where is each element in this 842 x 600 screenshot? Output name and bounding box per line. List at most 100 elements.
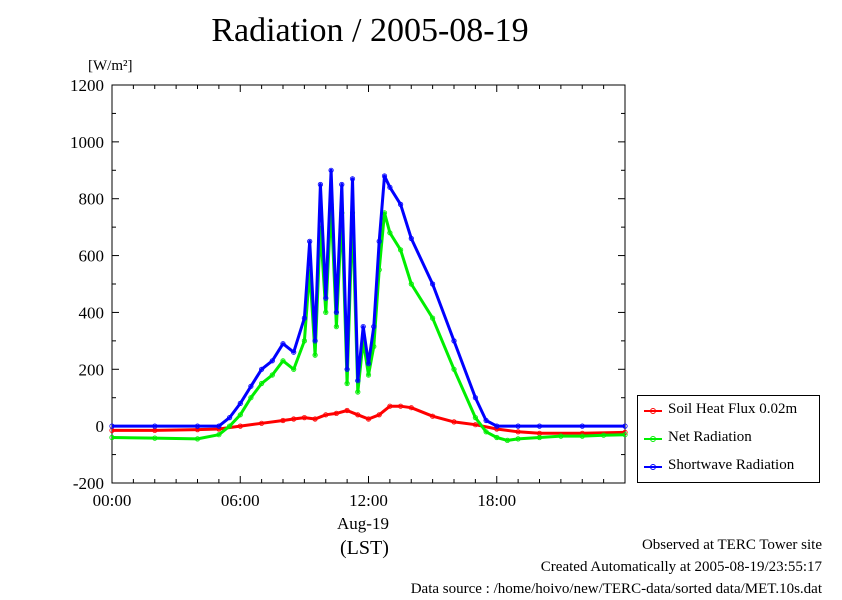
data-point	[365, 372, 372, 378]
plot-frame	[111, 84, 626, 484]
x-tick-label: 06:00	[221, 491, 260, 510]
data-point	[355, 412, 361, 418]
data-point	[494, 434, 500, 441]
data-point	[258, 366, 265, 372]
data-point	[387, 230, 393, 236]
data-point	[494, 423, 500, 429]
data-point	[371, 323, 377, 330]
data-point	[109, 434, 115, 441]
data-point	[451, 366, 457, 372]
y-tick-label: -200	[73, 474, 104, 493]
data-point	[515, 429, 521, 435]
data-point	[472, 414, 478, 421]
y-tick-label: 600	[79, 247, 105, 266]
data-point	[237, 423, 243, 429]
legend-swatch-green	[644, 436, 662, 442]
series-lines	[109, 167, 628, 443]
footer-line-created: Created Automatically at 2005-08-19/23:5…	[540, 559, 822, 575]
x-date-label: Aug-19	[337, 514, 389, 533]
legend-swatch-blue	[644, 464, 662, 470]
series-1	[109, 201, 628, 443]
data-point	[360, 323, 366, 330]
data-point	[258, 380, 265, 387]
data-point	[307, 238, 313, 244]
legend: Soil Heat Flux 0.02m Net Radiation Short…	[637, 395, 820, 483]
data-point	[269, 358, 275, 364]
y-tick-label: 0	[96, 417, 105, 436]
data-point	[280, 417, 286, 424]
data-point	[483, 417, 489, 424]
data-point	[291, 349, 297, 355]
data-point	[365, 360, 372, 367]
data-point	[301, 338, 307, 344]
data-point	[227, 414, 233, 421]
legend-swatch-red	[644, 408, 662, 414]
data-point	[323, 412, 329, 418]
series-2	[109, 167, 628, 429]
data-point	[408, 281, 414, 287]
data-point	[408, 405, 414, 411]
y-tick-label: 800	[79, 190, 105, 209]
footer-line-site: Observed at TERC Tower site	[641, 537, 822, 553]
data-point	[451, 338, 457, 344]
data-point	[152, 435, 158, 441]
data-point	[622, 432, 628, 438]
legend-label: Soil Heat Flux 0.02m	[668, 401, 798, 417]
data-point	[397, 403, 404, 409]
data-point	[622, 429, 628, 435]
data-point	[194, 423, 201, 429]
data-point	[280, 341, 286, 347]
data-point	[397, 201, 404, 207]
data-point	[312, 416, 318, 422]
data-point	[472, 395, 478, 401]
y-tick-label: 1200	[70, 76, 104, 95]
legend-label: Net Radiation	[668, 429, 752, 445]
data-point	[451, 419, 457, 425]
series-0	[109, 403, 628, 436]
data-point	[301, 315, 307, 321]
data-point	[328, 167, 334, 173]
y-unit-label: [W/m²]	[88, 58, 132, 74]
data-point	[248, 395, 254, 401]
x-tick-label: 00:00	[93, 491, 132, 510]
data-point	[333, 410, 339, 416]
data-point	[216, 423, 222, 429]
data-point	[397, 247, 404, 253]
series-line	[111, 202, 626, 442]
data-point	[536, 434, 543, 441]
data-point	[579, 433, 585, 439]
data-point	[269, 372, 275, 378]
axes: -200 0 200 400 600 800 1000 1200 00:00 06:00 12:00…	[70, 76, 626, 510]
data-point	[429, 315, 436, 321]
data-point	[504, 437, 510, 443]
data-point	[381, 173, 388, 179]
data-point	[248, 383, 254, 389]
data-point	[237, 400, 243, 406]
data-point	[333, 309, 339, 315]
data-point	[344, 407, 350, 414]
data-point	[323, 295, 329, 301]
data-point	[376, 238, 382, 244]
data-point	[312, 338, 318, 344]
x-tick-label: 12:00	[349, 491, 388, 510]
data-point	[558, 433, 564, 439]
data-point	[387, 184, 393, 190]
data-point	[237, 412, 243, 418]
series-line	[112, 404, 626, 435]
data-point	[194, 436, 201, 442]
data-point	[622, 423, 628, 429]
data-point	[152, 423, 158, 429]
y-tick-label: 400	[79, 303, 105, 322]
data-point	[483, 429, 489, 435]
data-point	[536, 423, 543, 429]
data-point	[355, 389, 361, 395]
data-point	[579, 423, 585, 429]
data-point	[339, 181, 345, 188]
y-tick-label: 200	[79, 360, 105, 379]
data-point	[280, 358, 286, 364]
data-point	[365, 416, 372, 422]
data-point	[109, 423, 115, 429]
data-point	[258, 420, 265, 426]
data-point	[387, 403, 393, 409]
data-point	[429, 281, 436, 287]
